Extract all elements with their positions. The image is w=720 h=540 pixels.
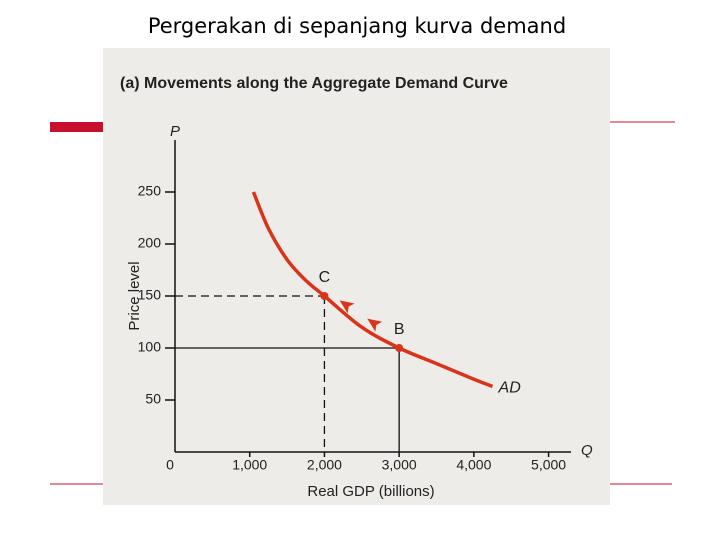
x-tick-label: 3,000 bbox=[382, 457, 417, 473]
plot: P Q Price level Real GDP (billions) 50 100 150… bbox=[126, 123, 593, 500]
x-tick-label: 2,000 bbox=[307, 457, 342, 473]
x-tick-label: 0 bbox=[166, 457, 174, 473]
point-label: B bbox=[394, 321, 405, 338]
x-axis-label: Real GDP (billions) bbox=[307, 483, 434, 500]
accent-bar bbox=[50, 122, 125, 132]
y-axis-symbol: P bbox=[170, 123, 180, 140]
slide-title: Pergerakan di sepanjang kurva demand bbox=[148, 14, 566, 38]
point-label: C bbox=[319, 269, 331, 286]
y-axis-label: Price level bbox=[126, 261, 143, 330]
point bbox=[320, 292, 329, 300]
direction-arrow bbox=[339, 300, 355, 314]
demand-curve bbox=[251, 191, 494, 389]
x-tick-label: 5,000 bbox=[531, 457, 566, 473]
y-tick-label: 250 bbox=[138, 183, 162, 199]
y-tick-label: 100 bbox=[138, 339, 162, 355]
scan-background bbox=[103, 48, 610, 505]
x-tick-label: 1,000 bbox=[232, 457, 267, 473]
y-tick-label: 200 bbox=[138, 235, 162, 251]
y-tick-label: 150 bbox=[138, 287, 162, 303]
x-axis-symbol: Q bbox=[581, 442, 593, 459]
curve-label: AD bbox=[498, 380, 522, 397]
x-tick-label: 4,000 bbox=[456, 457, 491, 473]
y-tick-label: 50 bbox=[145, 391, 161, 407]
point bbox=[395, 344, 404, 352]
chart-subtitle: (a) Movements along the Aggregate Demand… bbox=[120, 75, 508, 92]
direction-arrow bbox=[367, 318, 383, 332]
